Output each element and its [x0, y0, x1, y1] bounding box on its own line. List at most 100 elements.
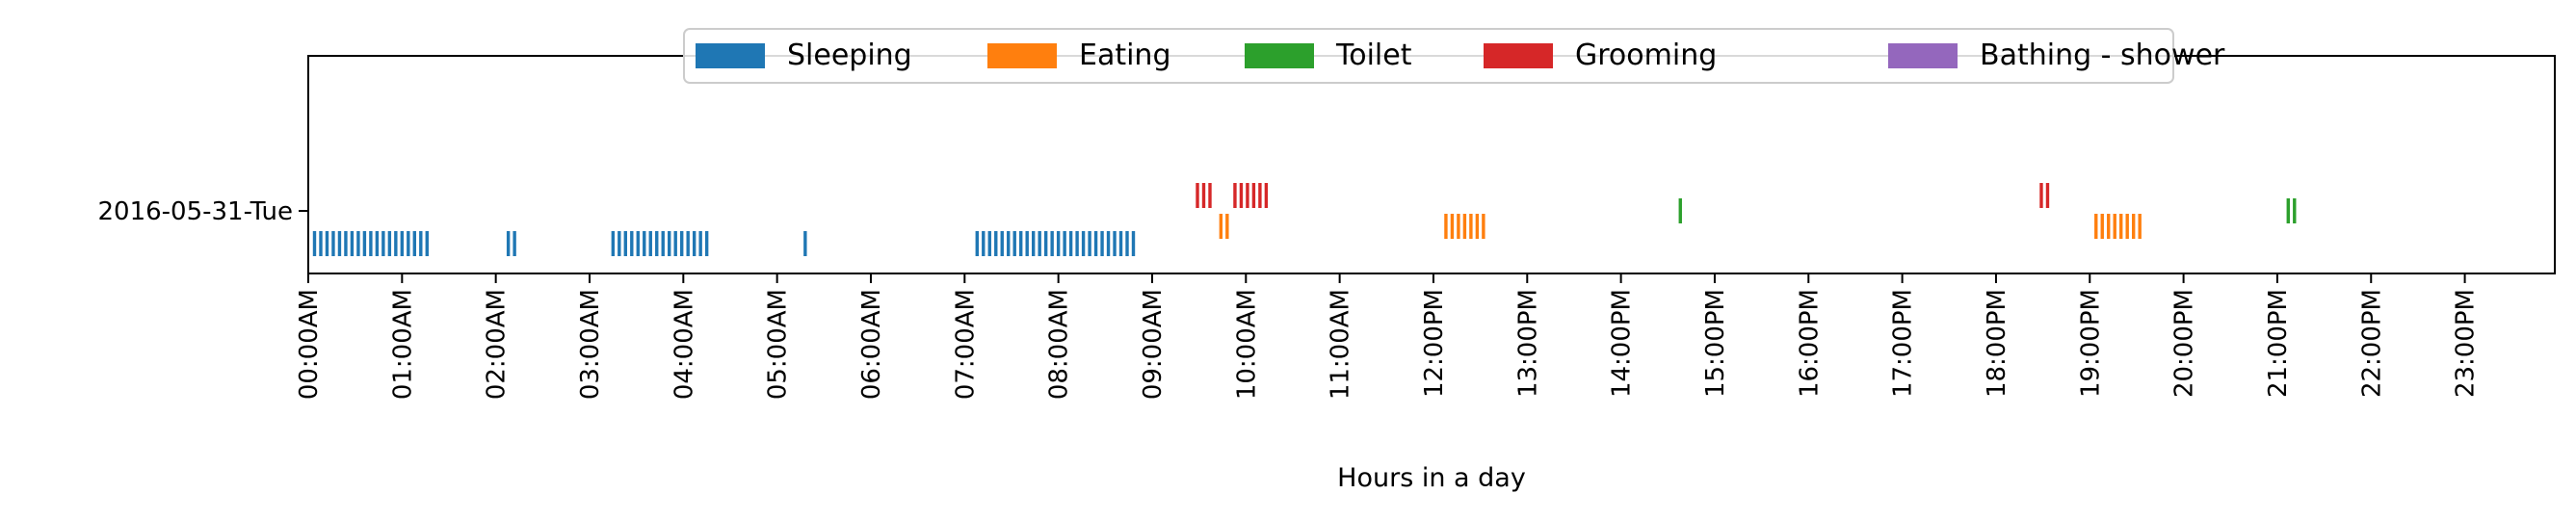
x-tick-label-4: 04:00AM — [670, 289, 698, 400]
mark-sleeping-9 — [369, 231, 373, 256]
mark-sleeping-8 — [362, 231, 367, 256]
mark-sleeping-61 — [1118, 231, 1123, 256]
mark-sleeping-2 — [325, 231, 329, 256]
mark-eating-15 — [2131, 214, 2136, 239]
mark-sleeping-33 — [686, 231, 690, 256]
x-tick-label-2: 02:00AM — [483, 289, 512, 400]
mark-grooming-0 — [1196, 183, 1199, 208]
x-tick-label-21: 21:00PM — [2264, 289, 2293, 398]
mark-sleeping-52 — [1063, 231, 1066, 256]
mark-sleeping-35 — [698, 231, 702, 256]
x-tick-label-15: 15:00PM — [1701, 289, 1730, 398]
mark-sleeping-11 — [381, 231, 385, 256]
x-tick-label-16: 16:00PM — [1795, 289, 1824, 398]
x-tick-label-7: 07:00AM — [951, 289, 980, 400]
mark-sleeping-5 — [344, 231, 348, 256]
mark-sleeping-47 — [1031, 231, 1036, 256]
mark-grooming-5 — [1246, 183, 1249, 208]
mark-sleeping-63 — [1131, 231, 1136, 256]
mark-sleeping-19 — [506, 231, 511, 256]
mark-eating-16 — [2138, 214, 2142, 239]
mark-sleeping-3 — [331, 231, 335, 256]
x-tick-label-8: 08:00AM — [1045, 289, 1074, 400]
mark-grooming-9 — [2039, 183, 2043, 208]
mark-eating-3 — [1450, 214, 1455, 239]
mark-eating-11 — [2107, 214, 2111, 239]
mark-grooming-7 — [1258, 183, 1262, 208]
mark-eating-10 — [2100, 214, 2104, 239]
mark-eating-12 — [2113, 214, 2116, 239]
mark-sleeping-57 — [1093, 231, 1098, 256]
x-tick-label-17: 17:00PM — [1889, 289, 1918, 398]
event-marks — [312, 183, 2297, 256]
mark-sleeping-34 — [692, 231, 697, 256]
mark-sleeping-24 — [630, 231, 634, 256]
mark-sleeping-18 — [425, 231, 429, 256]
x-tick-label-20: 20:00PM — [2170, 289, 2199, 398]
mark-sleeping-46 — [1025, 231, 1029, 256]
mark-toilet-0 — [1678, 198, 1682, 223]
mark-sleeping-56 — [1088, 231, 1091, 256]
mark-eating-6 — [1469, 214, 1473, 239]
x-tick-label-23: 23:00PM — [2452, 289, 2481, 398]
mark-grooming-6 — [1251, 183, 1256, 208]
mark-sleeping-50 — [1050, 231, 1054, 256]
mark-sleeping-15 — [407, 231, 410, 256]
legend: Sleeping Eating Toilet Grooming Bathing - sh… — [683, 28, 2225, 84]
x-tick-label-0: 00:00AM — [295, 289, 324, 400]
mark-sleeping-48 — [1038, 231, 1041, 256]
mark-grooming-8 — [1264, 183, 1269, 208]
mark-sleeping-62 — [1125, 231, 1129, 256]
mark-eating-7 — [1475, 214, 1480, 239]
mark-sleeping-37 — [803, 231, 807, 256]
legend-label-1: Eating — [1079, 39, 1171, 72]
mark-sleeping-45 — [1019, 231, 1023, 256]
legend-swatch-4 — [1888, 43, 1958, 68]
mark-sleeping-38 — [975, 231, 979, 256]
mark-sleeping-54 — [1075, 231, 1079, 256]
mark-sleeping-39 — [982, 231, 986, 256]
mark-sleeping-21 — [611, 231, 616, 256]
x-tick-label-5: 05:00AM — [764, 289, 793, 400]
mark-sleeping-27 — [648, 231, 652, 256]
mark-sleeping-36 — [704, 231, 709, 256]
mark-eating-5 — [1462, 214, 1467, 239]
mark-eating-0 — [1219, 214, 1223, 239]
legend-label-2: Toilet — [1335, 39, 1412, 72]
mark-sleeping-60 — [1113, 231, 1117, 256]
x-tick-label-18: 18:00PM — [1983, 289, 2011, 398]
mark-grooming-3 — [1233, 183, 1237, 208]
mark-sleeping-6 — [350, 231, 355, 256]
mark-sleeping-40 — [987, 231, 991, 256]
y-axis: 2016-05-31-Tue — [97, 197, 308, 226]
mark-sleeping-53 — [1068, 231, 1073, 256]
mark-sleeping-32 — [679, 231, 684, 256]
mark-eating-14 — [2125, 214, 2129, 239]
mark-sleeping-12 — [387, 231, 392, 256]
mark-grooming-2 — [1208, 183, 1212, 208]
legend-label-4: Bathing - shower — [1980, 39, 2225, 72]
x-tick-label-13: 13:00PM — [1513, 289, 1542, 398]
mark-sleeping-0 — [312, 231, 317, 256]
mark-eating-4 — [1457, 214, 1460, 239]
mark-eating-9 — [2094, 214, 2098, 239]
x-tick-label-6: 06:00AM — [857, 289, 886, 400]
legend-box — [683, 28, 2174, 84]
mark-toilet-2 — [2293, 198, 2297, 223]
mark-sleeping-23 — [623, 231, 627, 256]
x-tick-label-22: 22:00PM — [2357, 289, 2386, 398]
mark-sleeping-42 — [1000, 231, 1004, 256]
mark-sleeping-22 — [618, 231, 621, 256]
x-axis-title: Hours in a day — [1337, 463, 1526, 493]
legend-swatch-2 — [1245, 43, 1314, 68]
mark-sleeping-20 — [513, 231, 516, 256]
mark-eating-2 — [1444, 214, 1448, 239]
mark-sleeping-59 — [1106, 231, 1111, 256]
legend-swatch-3 — [1484, 43, 1553, 68]
mark-sleeping-58 — [1100, 231, 1104, 256]
mark-eating-8 — [1482, 214, 1485, 239]
mark-sleeping-10 — [375, 231, 380, 256]
mark-toilet-1 — [2286, 198, 2290, 223]
legend-swatch-1 — [987, 43, 1057, 68]
